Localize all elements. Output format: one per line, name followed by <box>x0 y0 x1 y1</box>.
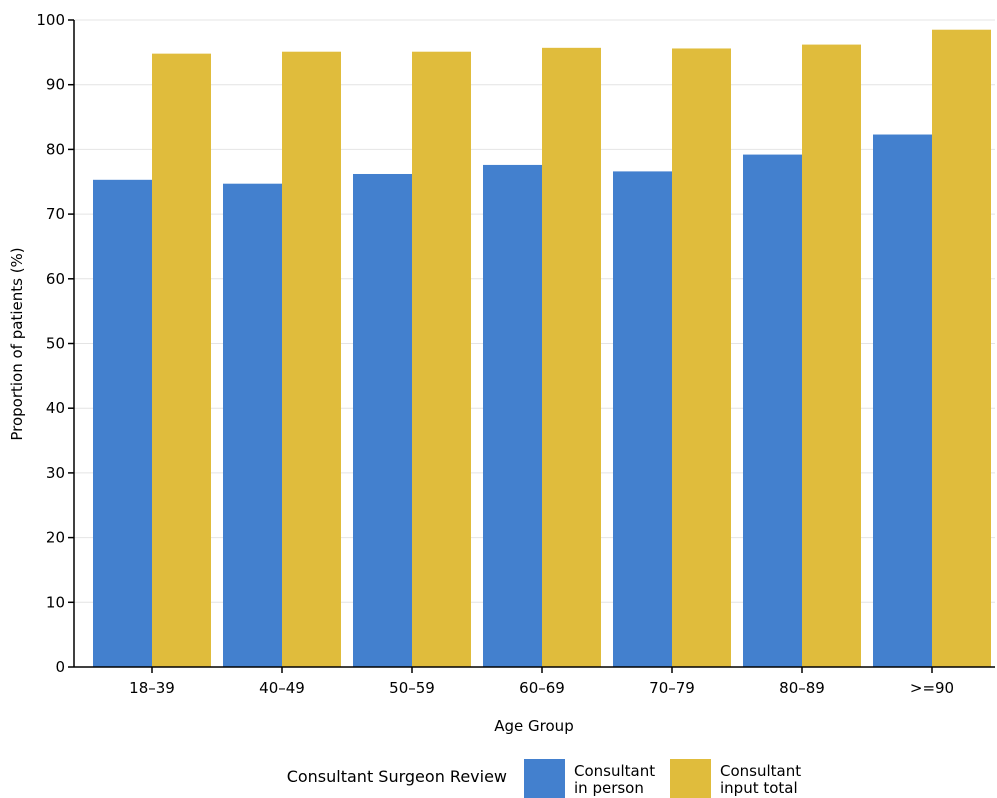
y-tick-label: 70 <box>46 205 65 223</box>
y-tick-label: 100 <box>36 11 65 29</box>
x-axis-title: Age Group <box>494 717 573 735</box>
y-tick-label: 50 <box>46 335 65 353</box>
bar-input-total <box>412 51 471 667</box>
bar-in-person <box>353 173 412 667</box>
legend-swatch <box>524 759 565 798</box>
bars <box>93 29 991 668</box>
bar-in-person <box>873 134 932 668</box>
bar-in-person <box>613 171 672 667</box>
x-tick-label: 70–79 <box>649 679 695 697</box>
x-tick-label: 18–39 <box>129 679 175 697</box>
legend-label: Consultant <box>574 762 655 780</box>
x-tick-label: 40–49 <box>259 679 305 697</box>
x-tick-label: 60–69 <box>519 679 565 697</box>
y-tick-label: 30 <box>46 464 65 482</box>
y-tick-label: 90 <box>46 76 65 94</box>
x-tick-label: 80–89 <box>779 679 825 697</box>
legend-label: Consultant <box>720 762 801 780</box>
y-tick-label: 60 <box>46 270 65 288</box>
y-tick-label: 10 <box>46 593 65 611</box>
y-tick-label: 40 <box>46 399 65 417</box>
y-tick-label: 80 <box>46 140 65 158</box>
bar-input-total <box>542 47 601 668</box>
bar-input-total <box>282 51 341 667</box>
bar-in-person <box>223 183 282 668</box>
bar-in-person <box>93 179 152 667</box>
y-tick-label: 20 <box>46 529 65 547</box>
y-tick-label: 0 <box>55 658 65 676</box>
y-axis-title: Proportion of patients (%) <box>8 247 26 440</box>
x-tick-label: 50–59 <box>389 679 435 697</box>
axes: 0 10 20 30 40 50 60 70 80 90 100 18–39 40–49 50–59 60–… <box>36 11 995 697</box>
legend-label: input total <box>720 779 798 797</box>
bar-input-total <box>672 48 731 667</box>
bar-in-person <box>483 164 542 668</box>
bar-input-total <box>802 44 861 667</box>
x-tick-label: >=90 <box>910 679 954 697</box>
legend-title: Consultant Surgeon Review <box>287 767 507 786</box>
bar-input-total <box>932 29 991 667</box>
legend-swatch <box>670 759 711 798</box>
legend-label: in person <box>574 779 644 797</box>
bar-in-person <box>743 154 802 668</box>
bar-input-total <box>152 53 211 668</box>
